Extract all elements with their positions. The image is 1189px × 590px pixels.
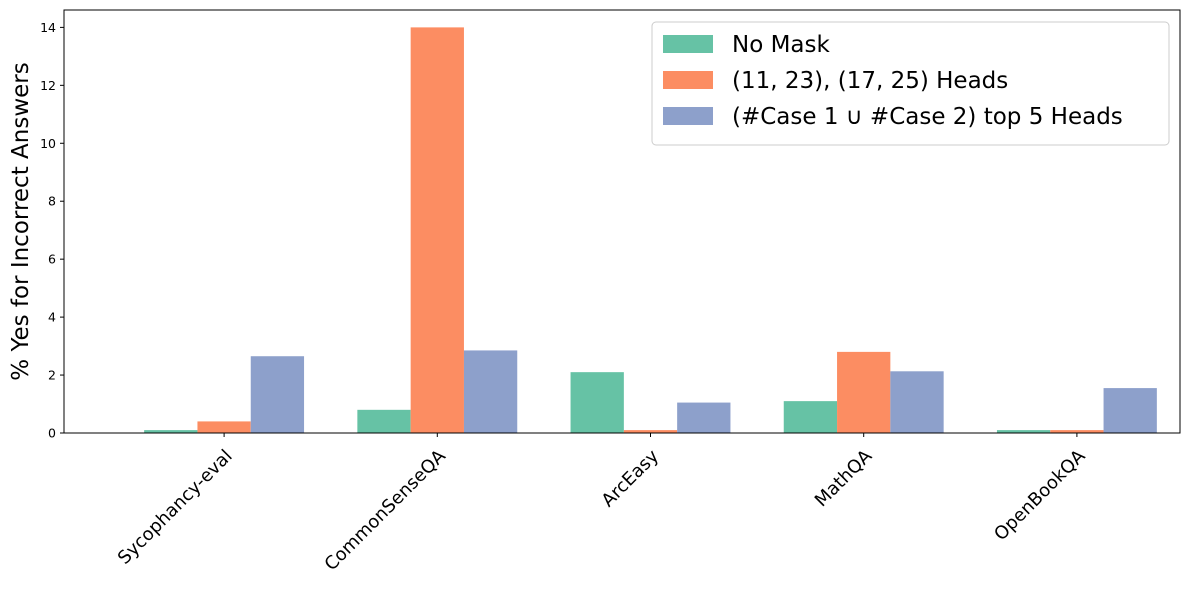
bar-commonsenseqa-series-3	[463, 350, 518, 433]
bar-mathqa-series-1	[783, 401, 838, 433]
y-tick-label: 8	[48, 194, 56, 209]
x-axis: Sycophancy-eval CommonSenseQA ArcEasy MathQ…	[114, 433, 1090, 575]
legend-label: No Mask	[732, 32, 831, 58]
bar-mathqa-series-2	[837, 351, 891, 433]
x-tick-label: CommonSenseQA	[321, 445, 451, 575]
bar-sycophancy-eval-series-1	[144, 430, 198, 433]
legend-label: (11, 23), (17, 25) Heads	[732, 68, 1008, 94]
y-tick-label: 4	[48, 310, 56, 325]
x-tick-label: MathQA	[811, 445, 877, 511]
bar-mathqa-series-3	[890, 371, 944, 433]
y-tick-label: 0	[48, 426, 56, 441]
bar-sycophancy-eval-series-3	[250, 356, 305, 433]
bar-arceasy-series-2	[623, 430, 678, 433]
legend-label: (#Case 1 ∪ #Case 2) top 5 Heads	[732, 104, 1123, 130]
bar-arceasy-series-3	[677, 402, 731, 433]
y-axis-label: % Yes for Incorrect Answers	[8, 62, 34, 380]
legend: No Mask (11, 23), (17, 25) Heads (#Case 1 …	[651, 21, 1170, 146]
legend-swatch	[663, 71, 713, 89]
plot-area	[144, 27, 1157, 433]
bar-commonsenseqa-series-1	[357, 409, 411, 433]
x-tick-label: ArcEasy	[598, 445, 664, 511]
y-tick-label: 12	[40, 78, 56, 93]
x-tick-label: Sycophancy-eval	[114, 446, 237, 569]
y-tick-label: 14	[40, 20, 56, 35]
legend-swatch	[663, 35, 713, 53]
y-tick-label: 10	[40, 136, 56, 151]
axes-frame	[63, 9, 1181, 434]
y-axis: 0 2 4 6 8 10 12 14	[40, 20, 64, 441]
bar-openbookqa-series-2	[1050, 430, 1104, 433]
legend-box	[651, 21, 1170, 146]
x-tick-label: OpenBookQA	[990, 445, 1090, 545]
bar-openbookqa-series-3	[1103, 388, 1157, 433]
y-tick-label: 2	[48, 368, 56, 383]
bar-arceasy-series-1	[570, 372, 624, 433]
bar-commonsenseqa-series-2	[410, 27, 464, 433]
bar-openbookqa-series-1	[996, 430, 1051, 433]
bar-sycophancy-eval-series-2	[197, 421, 251, 433]
y-tick-label: 6	[48, 252, 56, 267]
legend-swatch	[663, 107, 713, 125]
